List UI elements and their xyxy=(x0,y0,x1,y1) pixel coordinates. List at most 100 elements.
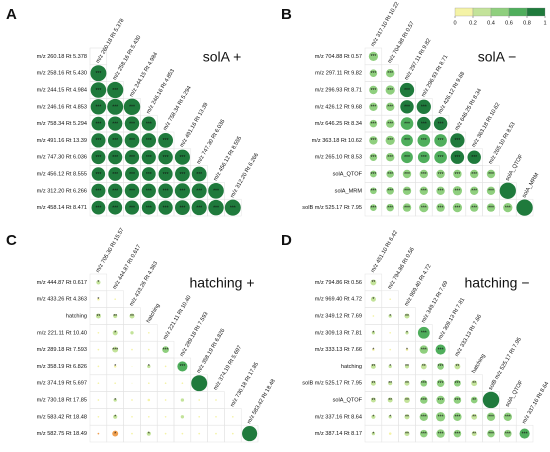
corr-circle xyxy=(389,298,392,301)
corr-circle xyxy=(215,432,217,435)
corr-circle xyxy=(97,331,100,334)
corr-circle xyxy=(146,431,151,436)
significance: *** xyxy=(112,189,118,195)
corr-circle xyxy=(386,153,395,162)
column-label: m/z 221.11 Rt 10.40 xyxy=(162,295,192,341)
corr-circle xyxy=(131,415,133,418)
significance: ** xyxy=(388,398,392,404)
significance: *** xyxy=(387,205,393,211)
corr-circle xyxy=(470,169,479,179)
corr-circle xyxy=(97,382,100,385)
column-label: m/z 309.13 Rt 7.81 xyxy=(437,297,466,341)
corr-circle xyxy=(486,186,496,195)
corr-circle xyxy=(419,202,429,213)
significance: *** xyxy=(438,155,444,161)
significance: *** xyxy=(454,189,460,195)
corr-circle xyxy=(388,314,392,318)
corr-circle xyxy=(436,169,445,179)
significance: *** xyxy=(112,155,118,161)
significance: *** xyxy=(146,189,152,195)
corr-circle xyxy=(470,203,479,212)
row-label: m/z 426.12 Rt 9.68 xyxy=(315,104,362,110)
column-label: m/z 704.88 Rt 0.57 xyxy=(387,21,416,65)
corr-circle xyxy=(482,391,500,409)
corr-circle xyxy=(107,81,124,99)
corr-circle xyxy=(112,346,119,353)
column-label: m/z 337.16 Rt 8.64 xyxy=(521,381,550,425)
significance: *** xyxy=(421,172,427,178)
corr-circle xyxy=(147,331,150,334)
row-label: hatching xyxy=(66,313,87,319)
corr-circle xyxy=(97,297,100,301)
significance: *** xyxy=(95,205,101,211)
column-label: m/z 349.12 Rt 7.69 xyxy=(421,280,450,324)
corr-circle xyxy=(503,202,513,213)
corr-circle xyxy=(107,98,124,115)
corr-circle xyxy=(436,186,445,195)
column-label: hatching xyxy=(471,353,487,374)
cell-box xyxy=(515,198,534,217)
significance: *** xyxy=(438,138,444,144)
significance: *** xyxy=(454,398,460,404)
significance: *** xyxy=(112,121,118,127)
column-label: m/z 969.40 Rt 4.72 xyxy=(404,263,433,307)
corr-circle xyxy=(419,345,428,354)
significance: ** xyxy=(472,431,476,437)
corr-circle xyxy=(453,396,462,404)
significance: *** xyxy=(471,205,477,211)
corr-circle xyxy=(96,280,101,285)
significance: ** xyxy=(371,381,375,387)
significance: ** xyxy=(405,314,409,320)
significance: ** xyxy=(113,314,117,320)
corr-circle xyxy=(191,183,207,199)
row-label: m/z 704.88 Rt 0.57 xyxy=(315,54,362,60)
corr-circle xyxy=(519,428,530,439)
row-label: m/z 758.34 Rt 5.294 xyxy=(37,121,87,127)
corr-circle xyxy=(420,396,428,404)
row-label: m/z 358.19 Rt 6.826 xyxy=(37,364,87,370)
corr-circle xyxy=(385,135,395,146)
corr-circle xyxy=(504,429,512,438)
row-label: solB m/z 525.17 Rt 7.95 xyxy=(302,381,362,387)
significance: ** xyxy=(371,398,375,404)
significance: *** xyxy=(230,205,236,211)
significance: *** xyxy=(488,415,494,421)
cell-box xyxy=(224,198,242,217)
corr-circle xyxy=(131,365,133,367)
corr-circle xyxy=(158,183,173,199)
column-label: m/z 491.16 Rt 13.39 xyxy=(179,102,209,149)
significance: *** xyxy=(370,205,376,211)
significance: *** xyxy=(163,347,169,353)
corr-circle xyxy=(191,200,207,216)
row-label: m/z 309.13 Rt 7.81 xyxy=(315,330,362,336)
corr-circle xyxy=(124,116,140,131)
corr-circle xyxy=(470,396,478,404)
row-label: m/z 583.42 Rt 18.48 xyxy=(37,414,87,420)
column-label: m/z 297.11 Rt 9.82 xyxy=(404,38,433,82)
corr-circle xyxy=(108,167,123,181)
corr-circle xyxy=(180,398,185,402)
corr-circle xyxy=(114,382,117,385)
panel-title: hatching + xyxy=(190,275,255,291)
significance: *** xyxy=(146,155,152,161)
significance: *** xyxy=(438,364,444,370)
corr-circle xyxy=(112,330,118,336)
column-label: m/z 583.42 Rt 18.48 xyxy=(246,378,276,425)
column-label: m/z 433.26 Rt 4.363 xyxy=(129,261,159,308)
corr-circle xyxy=(107,133,123,148)
row-label: m/z 456.12 Rt 8.555 xyxy=(37,171,87,177)
significance: *** xyxy=(421,205,427,211)
significance: * xyxy=(406,347,408,353)
corr-circle xyxy=(231,432,234,435)
significance: *** xyxy=(146,172,152,178)
corr-circle xyxy=(371,431,376,436)
row-label: m/z 491.16 Rt 13.39 xyxy=(37,138,87,144)
corr-circle xyxy=(208,199,224,216)
significance: ** xyxy=(405,364,409,370)
significance: *** xyxy=(370,155,376,161)
row-label: solB m/z 525.17 Rt 7.95 xyxy=(302,205,362,211)
corr-circle xyxy=(147,398,151,402)
row-label: m/z 297.11 Rt 9.82 xyxy=(315,71,362,77)
row-label: m/z 221.11 Rt 10.40 xyxy=(37,330,87,336)
